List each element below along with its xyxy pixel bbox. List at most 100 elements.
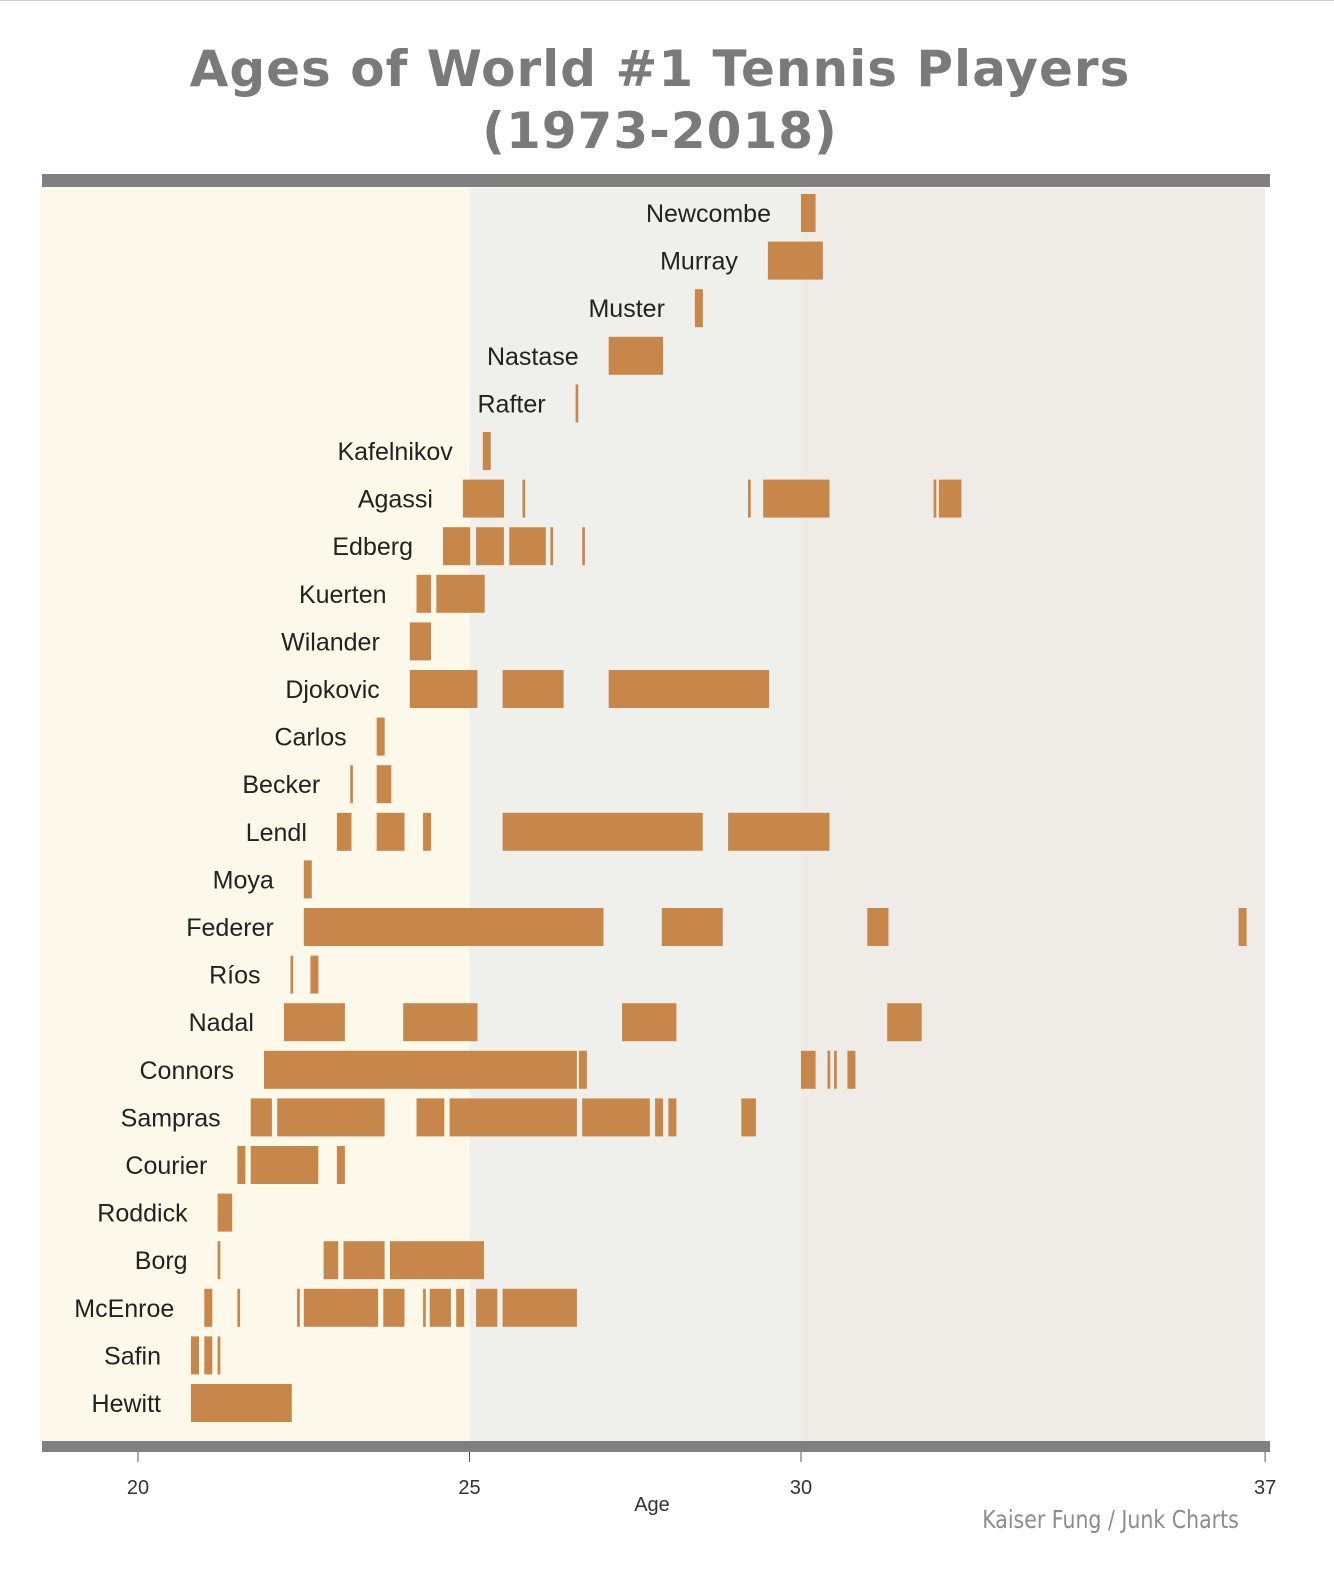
age-bar <box>429 1288 451 1327</box>
age-bar <box>303 908 604 946</box>
player-label: Agassi <box>358 486 433 514</box>
age-bar <box>376 717 385 756</box>
age-bar <box>436 574 485 613</box>
age-bar <box>502 812 703 851</box>
age-bar <box>217 1336 221 1375</box>
player-label: Lendl <box>246 819 307 847</box>
age-bar <box>694 289 703 328</box>
frame-top <box>42 174 1270 187</box>
age-bar <box>482 432 491 470</box>
chart-title-line-1: Ages of World #1 Tennis Players <box>189 40 1131 98</box>
age-bar <box>343 1241 385 1280</box>
age-bar <box>668 1098 677 1137</box>
age-bar <box>1238 908 1247 946</box>
age-bar <box>416 574 432 613</box>
age-bar <box>938 479 962 518</box>
player-label: Courier <box>125 1152 207 1180</box>
age-bar <box>582 1098 650 1137</box>
x-tick-label: 20 <box>127 1477 149 1499</box>
age-bar <box>250 1146 319 1184</box>
player-label: Djokovic <box>285 676 379 704</box>
player-label: Ríos <box>209 962 260 990</box>
frame-bottom <box>42 1441 1270 1452</box>
player-label: Federer <box>186 914 274 942</box>
age-bar <box>290 955 294 994</box>
age-bar <box>310 955 319 994</box>
age-bar <box>449 1098 577 1137</box>
player-label: Edberg <box>332 533 413 561</box>
player-label: McEnroe <box>74 1295 174 1323</box>
age-bar <box>763 479 830 518</box>
age-bar <box>608 336 664 375</box>
player-label: Muster <box>588 295 664 323</box>
age-bar <box>748 479 751 518</box>
age-bar <box>502 670 564 708</box>
age-bar <box>264 1050 577 1089</box>
age-bar <box>847 1050 856 1089</box>
age-bar <box>376 812 405 851</box>
age-bar <box>550 527 554 566</box>
age-bar <box>423 1288 426 1327</box>
age-bar <box>323 1241 339 1280</box>
player-label: Sampras <box>121 1104 221 1132</box>
age-bar <box>834 1050 837 1089</box>
age-bar <box>383 1288 405 1327</box>
age-bar <box>423 812 432 851</box>
player-label: Roddick <box>97 1200 188 1228</box>
player-label: Carlos <box>274 724 346 752</box>
age-bar <box>575 384 579 423</box>
age-bar <box>204 1288 213 1327</box>
player-label: Murray <box>660 248 738 276</box>
age-bar <box>655 1098 664 1137</box>
age-bar <box>767 241 823 280</box>
age-bar <box>303 860 312 899</box>
x-tick-label: 25 <box>458 1477 480 1499</box>
player-label: Wilander <box>281 628 380 656</box>
age-bar <box>416 1098 445 1137</box>
age-bar <box>283 1003 345 1042</box>
age-bar <box>456 1288 465 1327</box>
age-bar <box>336 812 352 851</box>
player-label: Nastase <box>487 343 579 371</box>
age-bar <box>509 527 546 566</box>
age-bar <box>827 1050 831 1089</box>
age-bar <box>502 1288 577 1327</box>
age-bar <box>237 1288 241 1327</box>
age-bar <box>462 479 504 518</box>
age-bar <box>191 1336 199 1375</box>
player-label: Safin <box>104 1342 161 1370</box>
age-bar <box>277 1098 385 1137</box>
age-bar <box>578 1050 587 1089</box>
chart-title: Ages of World #1 Tennis Players (1973-20… <box>0 38 1320 162</box>
x-tick-label: 30 <box>790 1477 812 1499</box>
age-bar <box>389 1241 484 1280</box>
age-bar <box>443 527 471 566</box>
age-bar <box>204 1336 213 1375</box>
age-bar <box>887 1003 922 1042</box>
age-bar <box>297 1288 300 1327</box>
x-axis-title: Age <box>634 1494 670 1516</box>
player-label: Moya <box>213 866 274 894</box>
player-label: Kuerten <box>299 581 387 609</box>
age-bar <box>476 527 504 566</box>
player-label: Rafter <box>478 390 546 418</box>
age-bar <box>728 812 830 851</box>
age-bar <box>409 622 431 661</box>
age-bar <box>250 1098 272 1137</box>
age-bar <box>350 765 353 804</box>
player-label: Nadal <box>189 1009 254 1037</box>
chart-title-line-2: (1973-2018) <box>482 102 838 160</box>
age-bar <box>867 908 889 946</box>
age-bar <box>303 1288 379 1327</box>
age-bar <box>522 479 526 518</box>
player-label: Newcombe <box>646 200 771 228</box>
player-label: Kafelnikov <box>337 438 453 466</box>
age-bar <box>801 194 816 232</box>
age-bar <box>476 1288 498 1327</box>
age-bar <box>801 1050 816 1089</box>
age-bar <box>336 1146 345 1184</box>
credit-text: Kaiser Fung / Junk Charts <box>982 1505 1239 1534</box>
player-label: Connors <box>140 1057 235 1085</box>
age-bar <box>217 1241 221 1280</box>
